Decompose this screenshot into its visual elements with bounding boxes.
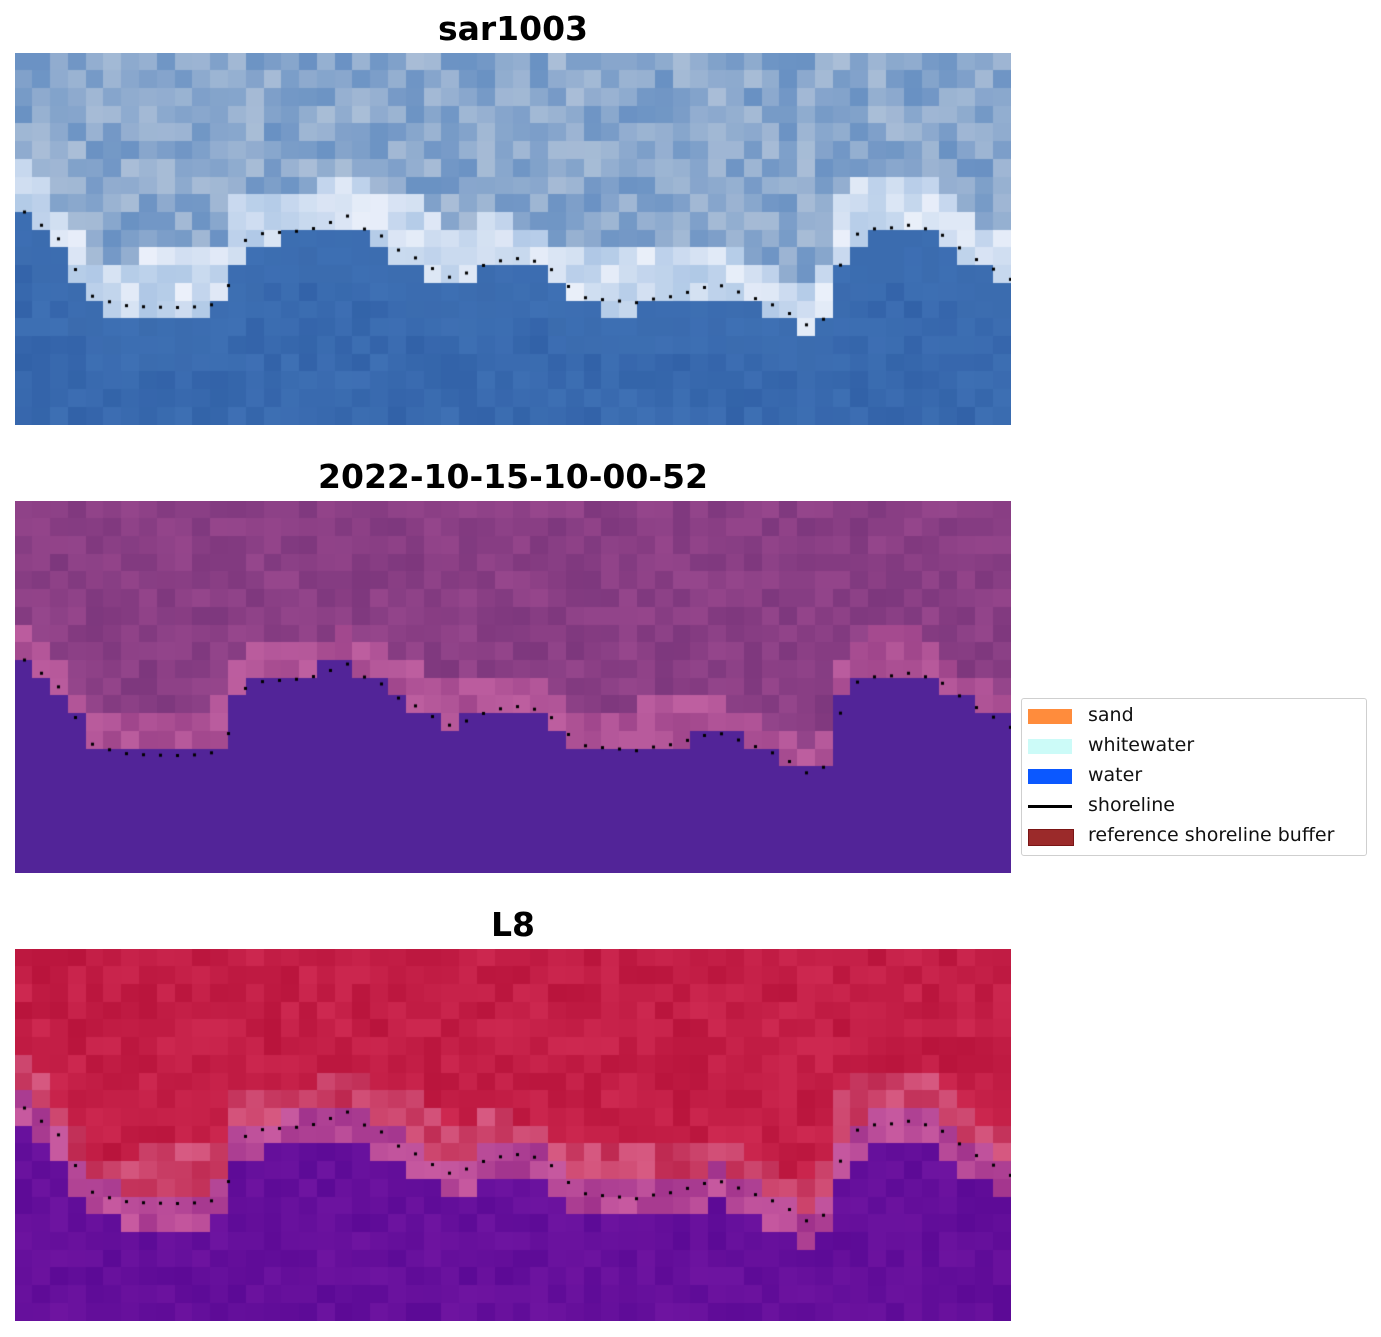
legend-item-whitewater: whitewater: [1028, 731, 1364, 761]
legend-label-water: water: [1088, 764, 1143, 786]
whitewater-swatch: [1028, 739, 1072, 754]
panel-2-title: 2022-10-15-10-00-52: [318, 457, 708, 496]
shoreline-line: [1028, 805, 1072, 808]
legend-label-whitewater: whitewater: [1088, 734, 1195, 756]
legend-label-shoreline: shoreline: [1088, 794, 1175, 816]
reference-shoreline-buffer-swatch: [1028, 829, 1074, 846]
panel-1-image-sar1003: [15, 53, 1011, 425]
panel-3-title: L8: [491, 905, 535, 944]
sand-swatch: [1028, 709, 1072, 724]
panel-1-title: sar1003: [437, 9, 589, 48]
legend-label-sand: sand: [1088, 704, 1134, 726]
legend-item-shoreline: shoreline: [1028, 791, 1364, 821]
legend-item-reference-shoreline-buffer: reference shoreline buffer: [1028, 821, 1364, 851]
panel-2-image-classified: [15, 501, 1011, 873]
legend-item-sand: sand: [1028, 701, 1364, 731]
legend: sand whitewater water shoreline referenc…: [1021, 698, 1367, 856]
panel-3-image-l8: [15, 949, 1011, 1321]
water-swatch: [1028, 769, 1072, 784]
legend-label-reference-shoreline-buffer: reference shoreline buffer: [1088, 824, 1335, 846]
legend-item-water: water: [1028, 761, 1364, 791]
